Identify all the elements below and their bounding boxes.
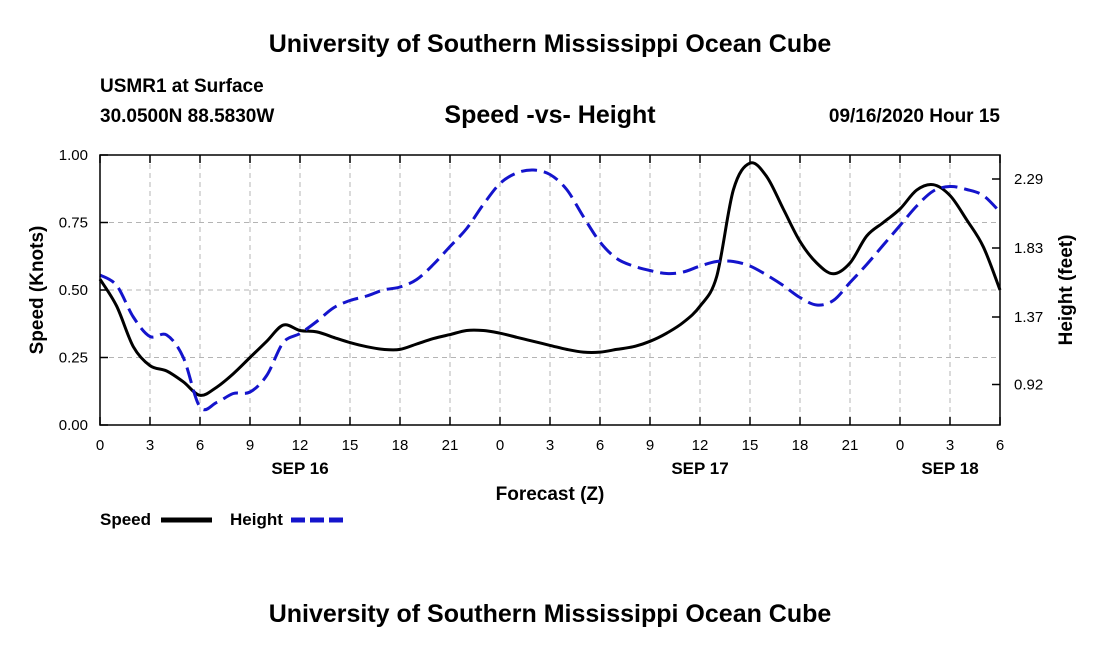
x-tick-label: 9 xyxy=(646,437,654,454)
chart-title: Speed -vs- Height xyxy=(444,101,656,129)
y2-axis-title: Height (feet) xyxy=(1056,235,1077,346)
page-title: University of Southern Mississippi Ocean… xyxy=(268,30,832,58)
y2-tick-label: 2.29 xyxy=(1014,171,1043,188)
legend-height-label: Height xyxy=(230,510,283,529)
x-tick-label: 15 xyxy=(742,437,759,454)
y-tick-label: 0.25 xyxy=(59,350,88,367)
station-name: USMR1 at Surface xyxy=(100,76,264,97)
x-tick-label: 15 xyxy=(342,437,359,454)
x-tick-label: 3 xyxy=(946,437,954,454)
x-day-label: SEP 18 xyxy=(921,459,978,478)
station-coords: 30.0500N 88.5830W xyxy=(100,106,275,127)
x-tick-label: 9 xyxy=(246,437,254,454)
y2-tick-label: 1.37 xyxy=(1014,309,1043,326)
x-day-label: SEP 17 xyxy=(671,459,728,478)
x-tick-label: 21 xyxy=(442,437,459,454)
x-day-label: SEP 16 xyxy=(271,459,328,478)
x-tick-label: 6 xyxy=(996,437,1004,454)
series-layer xyxy=(98,161,1002,412)
y2-tick-label: 1.83 xyxy=(1014,240,1043,257)
y-tick-label: 0.50 xyxy=(59,282,88,299)
grid-lines xyxy=(100,155,1000,425)
x-tick-label: 21 xyxy=(842,437,859,454)
x-tick-label: 18 xyxy=(392,437,409,454)
footer-title: University of Southern Mississippi Ocean… xyxy=(268,600,832,628)
y-tick-label: 1.00 xyxy=(59,147,88,164)
x-axis-title: Forecast (Z) xyxy=(496,484,605,505)
y2-tick-label: 0.92 xyxy=(1014,377,1043,394)
y-tick-label: 0.75 xyxy=(59,215,88,232)
x-tick-label: 6 xyxy=(196,437,204,454)
x-tick-label: 18 xyxy=(792,437,809,454)
x-tick-label: 3 xyxy=(546,437,554,454)
series-line-speed xyxy=(98,161,1002,397)
x-tick-label: 0 xyxy=(96,437,104,454)
x-tick-label: 12 xyxy=(692,437,709,454)
y-tick-label: 0.00 xyxy=(59,417,88,434)
axis-labels: 0 3 6 9 12 15 18 21 0 3 6 9 12 15 18 21 0 3 6 SEP 16 SEP 17 S… xyxy=(27,147,1077,505)
x-tick-label: 6 xyxy=(596,437,604,454)
y-axis-title: Speed (Knots) xyxy=(27,226,48,355)
x-tick-label: 0 xyxy=(896,437,904,454)
x-tick-label: 0 xyxy=(496,437,504,454)
legend-speed-label: Speed xyxy=(100,510,151,529)
legend: Speed Height xyxy=(100,510,343,529)
x-tick-label: 3 xyxy=(146,437,154,454)
tick-marks xyxy=(99,154,1001,426)
x-tick-label: 12 xyxy=(292,437,309,454)
forecast-datetime: 09/16/2020 Hour 15 xyxy=(828,106,1000,127)
series-line-height xyxy=(99,168,1002,412)
